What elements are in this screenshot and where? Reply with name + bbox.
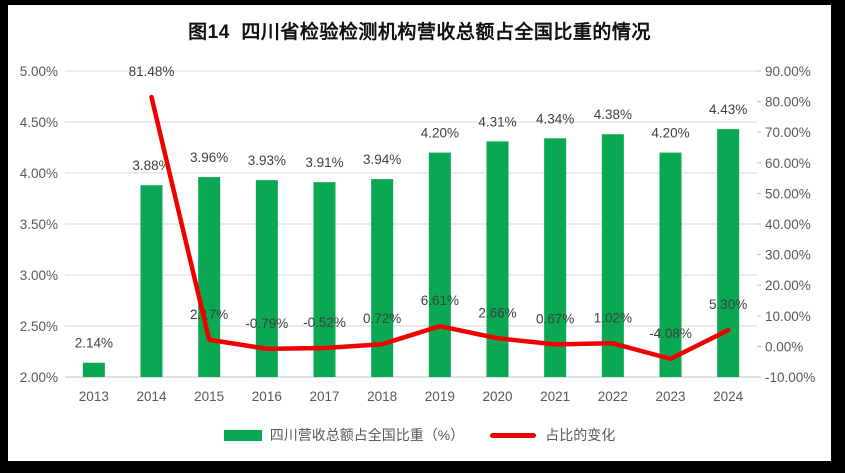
- bar-data-label: 4.34%: [536, 111, 574, 126]
- line-data-label: 2.17%: [190, 307, 228, 322]
- bar-data-label: 3.88%: [132, 158, 170, 173]
- line-data-label: -0.52%: [303, 315, 346, 330]
- bar: [371, 179, 394, 377]
- left-axis-tick-label: 3.50%: [20, 217, 58, 232]
- bar-data-label: 3.96%: [190, 150, 228, 165]
- bar-data-label: 4.20%: [421, 126, 459, 141]
- x-axis-label: 2014: [136, 389, 167, 404]
- line-data-label: 5.30%: [709, 297, 747, 312]
- bar: [544, 138, 567, 377]
- bar-data-label: 3.93%: [248, 153, 286, 168]
- line-series-swatch-icon: [490, 432, 537, 438]
- chart-title: 图14 四川省检验检测机构营收总额占全国比重的情况: [188, 22, 651, 43]
- bar: [255, 180, 278, 377]
- bar-data-label: 4.38%: [594, 107, 632, 122]
- chart-frame: 图14 四川省检验检测机构营收总额占全国比重的情况 2.00% 2.50% 3.00…: [8, 5, 831, 461]
- bar: [82, 362, 105, 377]
- bar-data-label: 4.43%: [709, 102, 747, 117]
- bar: [659, 152, 682, 377]
- left-axis-tick-label: 2.50%: [20, 319, 58, 334]
- bar-data-label: 4.31%: [478, 114, 516, 129]
- bar-data-label: 4.20%: [651, 126, 689, 141]
- bar: [140, 185, 163, 377]
- right-axis-tick-label: -10.00%: [765, 370, 815, 385]
- right-axis-tick-label: 30.00%: [765, 248, 811, 263]
- bar: [486, 141, 509, 377]
- right-axis-tick-label: 10.00%: [765, 309, 811, 324]
- left-axis-tick-label: 3.00%: [20, 268, 58, 283]
- right-axis-tick-label: 20.00%: [765, 278, 811, 293]
- x-axis-label: 2017: [309, 389, 339, 404]
- bar: [198, 177, 221, 377]
- x-axis-label: 2015: [194, 389, 224, 404]
- bar: [601, 134, 624, 377]
- line-data-label: 0.67%: [536, 311, 574, 326]
- right-axis-tick-label: 80.00%: [765, 95, 811, 110]
- left-axis-tick-label: 4.50%: [20, 115, 58, 130]
- line-data-label: 6.61%: [421, 293, 459, 308]
- combo-chart-plot: 2.00% 2.50% 3.00% 3.50% 4.00% 4.50% 5.00% -10.0…: [20, 64, 816, 404]
- bar: [717, 129, 740, 377]
- left-axis-tick-label: 2.00%: [20, 370, 58, 385]
- legend-item-bar-series: 四川营收总额占全国比重（%）: [223, 425, 465, 445]
- right-axis-tick-label: 50.00%: [765, 186, 811, 201]
- bar-series-swatch-icon: [223, 429, 262, 441]
- right-axis-tick-label: 40.00%: [765, 217, 811, 232]
- left-axis-tick-label: 5.00%: [20, 64, 58, 79]
- line-data-label: -4.08%: [649, 326, 692, 341]
- legend-line-label: 占比的变化: [545, 427, 616, 443]
- line-data-label: 81.48%: [129, 64, 175, 79]
- right-axis-tick-label: 0.00%: [765, 339, 803, 354]
- x-axis-label: 2016: [252, 389, 282, 404]
- legend-bar-label: 四川营收总额占全国比重（%）: [269, 427, 465, 443]
- chart-legend: 四川营收总额占全国比重（%） 占比的变化: [8, 424, 831, 446]
- bar-data-label: 2.14%: [75, 336, 113, 351]
- line-data-label: 1.02%: [594, 310, 632, 325]
- legend-item-line-series: 占比的变化: [490, 425, 615, 445]
- x-axis-label: 2021: [540, 389, 570, 404]
- x-axis-label: 2018: [367, 389, 397, 404]
- right-axis-tick-label: 60.00%: [765, 156, 811, 171]
- bar-data-label: 3.94%: [363, 152, 401, 167]
- line-data-label: -0.79%: [245, 316, 288, 331]
- right-axis-tick-label: 70.00%: [765, 125, 811, 140]
- bar: [313, 182, 336, 377]
- x-axis-label: 2019: [425, 389, 455, 404]
- x-axis-label: 2022: [598, 389, 628, 404]
- line-data-label: 2.66%: [478, 305, 516, 320]
- right-axis-tick-label: 90.00%: [765, 64, 811, 79]
- left-axis-tick-label: 4.00%: [20, 166, 58, 181]
- trend-line: [149, 94, 731, 362]
- x-axis-label: 2023: [655, 389, 685, 404]
- x-axis-label: 2013: [79, 389, 109, 404]
- x-axis-label: 2020: [482, 389, 512, 404]
- line-data-label: 0.72%: [363, 311, 401, 326]
- x-axis-label: 2024: [713, 389, 744, 404]
- bar: [428, 152, 451, 377]
- bar-data-label: 3.91%: [305, 155, 343, 170]
